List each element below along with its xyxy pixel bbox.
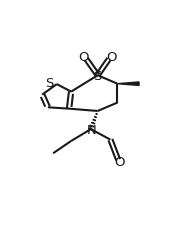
Text: S: S	[45, 77, 54, 90]
Text: S: S	[93, 70, 102, 83]
Polygon shape	[118, 82, 139, 86]
Text: O: O	[114, 155, 124, 168]
Text: O: O	[78, 51, 89, 64]
Text: O: O	[106, 51, 117, 64]
Text: N: N	[87, 123, 96, 136]
